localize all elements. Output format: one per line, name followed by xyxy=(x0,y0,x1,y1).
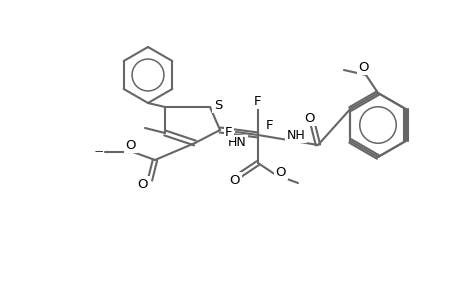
Text: O: O xyxy=(275,166,285,178)
Text: O: O xyxy=(229,173,240,187)
Text: F: F xyxy=(266,118,273,131)
Text: NH: NH xyxy=(286,128,305,142)
Text: F: F xyxy=(225,125,232,139)
Text: S: S xyxy=(213,98,222,112)
Text: O: O xyxy=(137,178,148,190)
Text: —: — xyxy=(95,148,103,157)
Text: HN: HN xyxy=(227,136,246,149)
Text: O: O xyxy=(304,112,314,124)
Text: O: O xyxy=(137,178,148,190)
Text: F: F xyxy=(254,94,261,107)
Text: O: O xyxy=(358,61,369,74)
Text: O: O xyxy=(125,139,136,152)
Text: O: O xyxy=(125,139,136,152)
